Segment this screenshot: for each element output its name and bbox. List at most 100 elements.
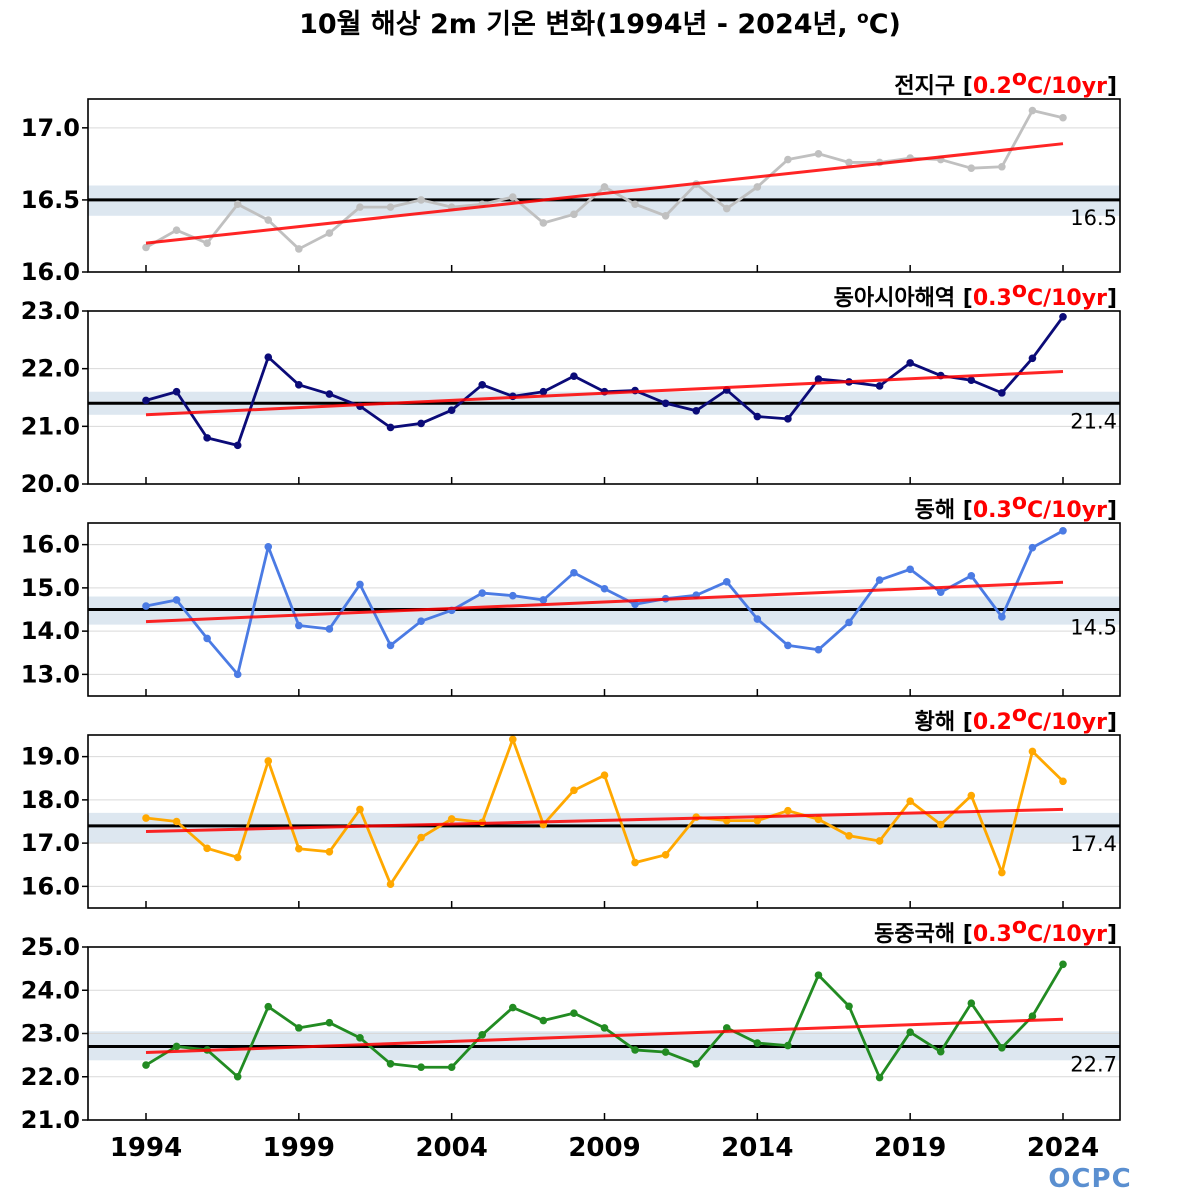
data-point bbox=[356, 805, 364, 814]
data-point bbox=[172, 817, 181, 826]
y-tick-label: 16.0 bbox=[21, 872, 80, 900]
data-point bbox=[142, 243, 150, 252]
data-point bbox=[325, 847, 334, 856]
data-point bbox=[233, 853, 242, 862]
panel-frame bbox=[87, 310, 1121, 485]
y-tick-label: 16.5 bbox=[21, 186, 80, 214]
data-point bbox=[172, 387, 181, 396]
data-point bbox=[417, 833, 425, 842]
data-point bbox=[295, 844, 303, 853]
data-point bbox=[936, 820, 945, 829]
data-point bbox=[845, 831, 853, 840]
y-tick-label: 16.0 bbox=[21, 531, 80, 559]
data-point bbox=[631, 858, 639, 867]
y-tick-label: 25.0 bbox=[21, 933, 80, 961]
data-point bbox=[417, 1063, 425, 1072]
y-tick-label: 20.0 bbox=[21, 470, 80, 498]
data-point bbox=[356, 203, 364, 211]
panel-frame bbox=[87, 522, 1121, 697]
data-point bbox=[845, 158, 853, 167]
data-point bbox=[722, 1024, 731, 1032]
y-tick-label: 21.0 bbox=[21, 1106, 80, 1134]
data-point bbox=[814, 971, 823, 979]
trend-line bbox=[145, 370, 1064, 417]
data-point bbox=[631, 1046, 639, 1054]
data-point bbox=[998, 868, 1006, 877]
chart-panel: 16.0 17.0 18.0 19.0 17.4 황해 [0.2oC/10yr] bbox=[21, 702, 1121, 909]
y-tick-label: 17.0 bbox=[21, 114, 80, 142]
x-tick-label: 2024 bbox=[1027, 1133, 1099, 1163]
climatology-label: 21.4 bbox=[1070, 409, 1117, 433]
data-point bbox=[1028, 543, 1037, 552]
data-point bbox=[264, 353, 273, 361]
data-point bbox=[967, 571, 976, 580]
data-point bbox=[875, 1073, 884, 1082]
data-point bbox=[356, 580, 364, 589]
data-point bbox=[172, 226, 181, 234]
data-point bbox=[1059, 113, 1067, 122]
data-point bbox=[753, 816, 762, 825]
data-point bbox=[539, 1016, 548, 1025]
data-point bbox=[417, 419, 425, 428]
data-point bbox=[386, 641, 395, 650]
data-point bbox=[661, 1048, 670, 1056]
data-point bbox=[600, 183, 609, 191]
panel-title: 전지구 [0.2oC/10yr] bbox=[894, 66, 1117, 99]
data-point bbox=[692, 406, 700, 415]
y-tick-label: 15.0 bbox=[21, 574, 80, 602]
data-point bbox=[478, 381, 487, 389]
data-point bbox=[814, 815, 823, 824]
data-point bbox=[784, 806, 792, 815]
chart-panel: 13.0 14.0 15.0 16.0 14.5 동해 [0.3oC/10yr] bbox=[21, 490, 1121, 697]
chart-title: 10월 해상 2m 기온 변화(1994년 - 2024년, oC) bbox=[299, 8, 901, 40]
data-point bbox=[142, 602, 150, 610]
data-point bbox=[967, 999, 976, 1008]
data-point bbox=[172, 1042, 181, 1051]
data-point bbox=[631, 200, 639, 209]
y-tick-label: 23.0 bbox=[21, 297, 80, 325]
data-point bbox=[753, 183, 762, 191]
climatology-label: 17.4 bbox=[1070, 832, 1117, 856]
x-tick-label: 2014 bbox=[721, 1133, 793, 1163]
data-point bbox=[967, 791, 976, 800]
panel-title: 황해 [0.2oC/10yr] bbox=[915, 702, 1117, 735]
trend-line bbox=[145, 807, 1064, 833]
data-point bbox=[906, 359, 914, 367]
data-point bbox=[386, 1059, 395, 1068]
data-point bbox=[784, 155, 792, 164]
data-point bbox=[1059, 960, 1067, 969]
data-point bbox=[172, 596, 181, 604]
data-point bbox=[814, 375, 823, 383]
y-tick-label: 16.0 bbox=[21, 258, 80, 286]
data-point bbox=[264, 757, 273, 765]
chart-panel: 20.0 21.0 22.0 23.0 21.4 동아시아해역 [0.3oC/10yr] bbox=[21, 278, 1121, 498]
y-tick-label: 22.0 bbox=[21, 1063, 80, 1091]
climatology-label: 22.7 bbox=[1070, 1052, 1117, 1076]
data-point bbox=[600, 771, 609, 780]
data-point bbox=[539, 387, 548, 396]
data-point bbox=[570, 786, 578, 795]
data-point bbox=[203, 434, 211, 442]
data-point bbox=[661, 399, 670, 408]
data-point bbox=[906, 1028, 914, 1037]
data-point bbox=[875, 576, 884, 584]
data-point bbox=[1059, 777, 1067, 786]
data-point bbox=[1059, 312, 1067, 321]
data-point bbox=[722, 204, 731, 213]
data-point bbox=[967, 376, 976, 385]
ocpc-logo-text: OCPC bbox=[1048, 1164, 1131, 1194]
trend-line bbox=[145, 142, 1064, 245]
data-point bbox=[600, 1024, 609, 1032]
data-point bbox=[203, 634, 211, 643]
data-point bbox=[142, 1061, 150, 1069]
data-point bbox=[661, 211, 670, 220]
data-point bbox=[264, 1002, 273, 1011]
data-point bbox=[233, 200, 242, 209]
data-point bbox=[356, 1034, 364, 1042]
climatology-label: 16.5 bbox=[1070, 206, 1117, 230]
data-point bbox=[447, 1063, 456, 1072]
data-point bbox=[417, 617, 425, 625]
data-point bbox=[295, 1024, 303, 1032]
y-tick-label: 13.0 bbox=[21, 660, 80, 688]
data-point bbox=[142, 814, 150, 822]
